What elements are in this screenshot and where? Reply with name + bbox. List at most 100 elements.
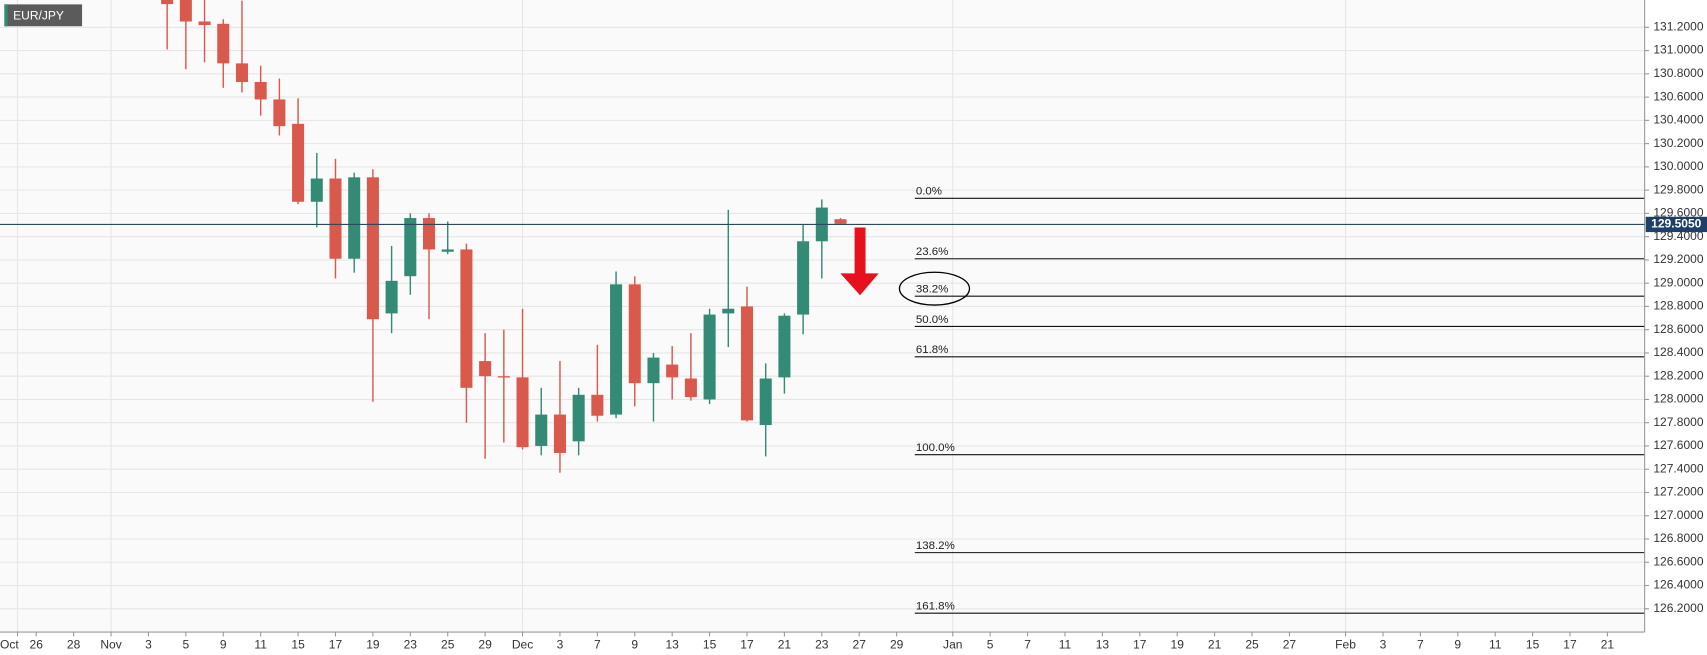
- y-tick-label: 129.6000: [1653, 206, 1703, 220]
- y-tick-label: 130.0000: [1653, 159, 1703, 173]
- y-tick-label: 127.6000: [1653, 438, 1703, 452]
- fib-label: 50.0%: [916, 314, 949, 326]
- x-tick-label: 11: [254, 637, 267, 651]
- candle-body: [422, 218, 436, 250]
- x-tick-label: 3: [557, 637, 564, 651]
- y-tick-label: 128.4000: [1653, 345, 1703, 359]
- fibonacci-levels: 0.0% 23.6% 38.2% 50.0% 61.8% 100.0% 138.2% 161.…: [914, 186, 1645, 614]
- candle-body: [628, 284, 641, 384]
- candle-body: [553, 414, 566, 453]
- symbol-box: [4, 4, 83, 27]
- x-tick-label: 9: [220, 637, 227, 651]
- x-tick-label: 13: [1096, 637, 1110, 651]
- x-tick-label: 21: [1601, 637, 1615, 651]
- y-tick-label: 127.8000: [1653, 415, 1703, 429]
- y-tick-label: 126.2000: [1653, 601, 1703, 615]
- candle-body: [217, 23, 230, 64]
- x-tick-label: 27: [1283, 637, 1297, 651]
- x-tick-label: 25: [1245, 637, 1259, 651]
- symbol: EUR/JPY: [13, 9, 64, 23]
- x-tick-label: 13: [665, 637, 679, 651]
- y-tick-label: 127.0000: [1653, 508, 1703, 522]
- x-tick-label: 19: [366, 637, 380, 651]
- y-tick-label: 128.6000: [1653, 322, 1703, 336]
- y-tick-label: 129.0000: [1653, 275, 1703, 289]
- x-tick-label: Dec: [512, 637, 533, 651]
- candle-body: [385, 280, 398, 314]
- x-tick-label: Nov: [100, 637, 121, 651]
- x-tick-label: 21: [778, 637, 792, 651]
- candle-body: [797, 241, 810, 315]
- y-tick-label: 129.4000: [1653, 229, 1703, 243]
- x-tick-label: 3: [145, 637, 152, 651]
- x-tick-label: 5: [183, 637, 190, 651]
- axes: 126.2000 126.4000 126.6000 126.8000 127.0000…: [0, 20, 1707, 651]
- y-tick-label: 131.0000: [1653, 43, 1703, 57]
- fib-label: 61.8%: [916, 344, 949, 356]
- y-tick-label: 129.8000: [1653, 182, 1703, 196]
- candle-body: [684, 378, 697, 398]
- symbol-accent: [4, 4, 8, 27]
- candle-body: [235, 63, 248, 82]
- candle-body: [591, 394, 604, 416]
- x-tick-label: 11: [1059, 637, 1072, 651]
- candle-body: [441, 249, 454, 252]
- x-tick-label: Feb: [1335, 637, 1356, 651]
- y-tick-label: 130.8000: [1653, 66, 1703, 80]
- plot-background: [0, 0, 1645, 632]
- x-tick-label: Oct: [0, 637, 19, 651]
- x-tick-label: 19: [1171, 637, 1185, 651]
- candle-body: [740, 306, 754, 421]
- candle-body: [535, 414, 548, 446]
- x-tick-label: 5: [987, 637, 994, 651]
- x-tick-label: 21: [1208, 637, 1222, 651]
- x-tick-label: 26: [30, 637, 44, 651]
- x-tick-label: 23: [404, 637, 418, 651]
- x-tick-label: 15: [291, 637, 305, 651]
- x-tick-label: 25: [441, 637, 455, 651]
- fib-label: 0.0%: [916, 186, 942, 198]
- y-tick-label: 126.8000: [1653, 531, 1703, 545]
- x-tick-label: 7: [1417, 637, 1424, 651]
- fib-label: 161.8%: [916, 601, 955, 613]
- x-tick-label: 29: [890, 637, 904, 651]
- candle-body: [703, 314, 716, 400]
- last-price-label: 129.5050: [1651, 217, 1701, 231]
- x-tick-label: 17: [740, 637, 754, 651]
- y-tick-label: 129.2000: [1653, 252, 1703, 266]
- x-tick-label: 7: [1024, 637, 1031, 651]
- x-tick-label: 17: [329, 637, 343, 651]
- candle-body: [161, 0, 174, 5]
- x-tick-label: 15: [703, 637, 717, 651]
- x-tick-label: Jan: [943, 637, 962, 651]
- x-tick-label: 28: [67, 637, 81, 651]
- x-tick-label: 17: [1133, 637, 1147, 651]
- fib-label: 100.0%: [916, 442, 955, 454]
- candle-body: [610, 284, 623, 415]
- candle-body: [198, 21, 211, 26]
- fib-label: 38.2%: [916, 284, 949, 296]
- highlight-ellipse: [898, 271, 971, 306]
- candle-body: [366, 177, 379, 320]
- x-tick-label: 9: [631, 637, 638, 651]
- candle-body: [516, 377, 529, 448]
- candle-body: [254, 81, 267, 100]
- candle-body: [778, 315, 791, 378]
- candle-body: [292, 123, 305, 202]
- candle-body: [759, 378, 772, 426]
- candle-body: [404, 218, 417, 277]
- y-tick-label: 130.2000: [1653, 136, 1703, 150]
- y-tick-label: 126.6000: [1653, 554, 1703, 568]
- y-tick-label: 127.2000: [1653, 485, 1703, 499]
- y-tick-label: 128.0000: [1653, 392, 1703, 406]
- x-tick-label: 27: [853, 637, 867, 651]
- x-tick-label: 11: [1489, 637, 1502, 651]
- y-tick-label: 128.8000: [1653, 299, 1703, 313]
- x-tick-label: 9: [1454, 637, 1461, 651]
- candle-body: [666, 364, 679, 378]
- candle-body: [834, 219, 847, 224]
- candle-body: [179, 0, 192, 22]
- x-tick-label: 29: [478, 637, 492, 651]
- fib-label: 23.6%: [916, 246, 949, 258]
